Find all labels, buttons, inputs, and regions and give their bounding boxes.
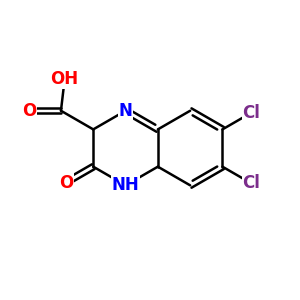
Text: Cl: Cl xyxy=(243,103,260,122)
Text: N: N xyxy=(118,102,133,120)
Text: Cl: Cl xyxy=(243,175,260,193)
Text: NH: NH xyxy=(112,176,140,194)
Text: OH: OH xyxy=(51,70,79,88)
Text: O: O xyxy=(59,173,73,191)
Text: O: O xyxy=(22,102,36,120)
